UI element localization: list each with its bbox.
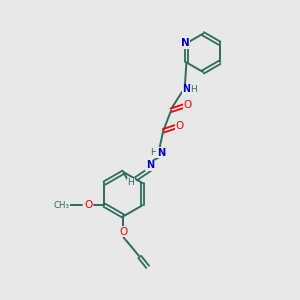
Text: H: H xyxy=(151,148,157,157)
Text: O: O xyxy=(119,226,128,237)
Text: O: O xyxy=(183,100,191,110)
Text: O: O xyxy=(84,200,92,210)
Text: N: N xyxy=(181,38,189,48)
Text: CH₃: CH₃ xyxy=(54,201,70,210)
Text: H: H xyxy=(190,85,197,94)
Text: N: N xyxy=(146,160,154,170)
Text: N: N xyxy=(157,148,165,158)
Text: H: H xyxy=(128,178,134,188)
Text: O: O xyxy=(175,121,184,130)
Text: N: N xyxy=(182,84,190,94)
